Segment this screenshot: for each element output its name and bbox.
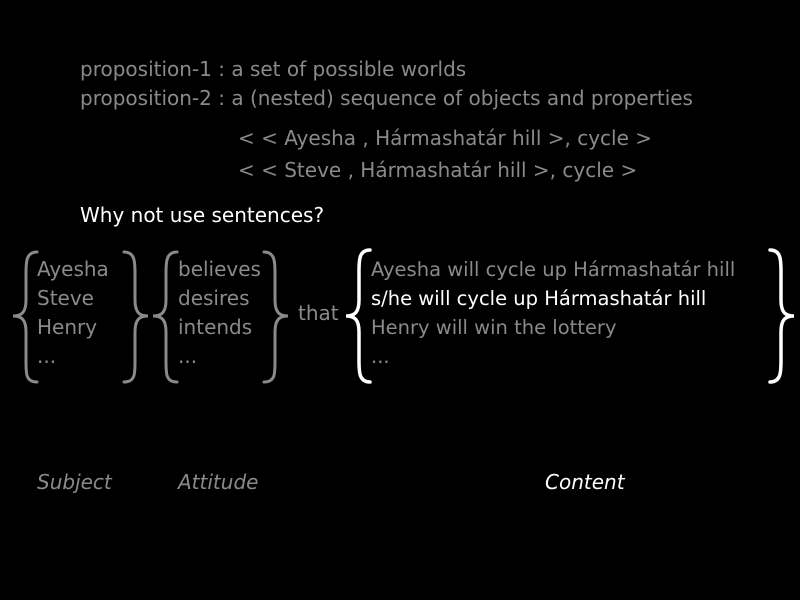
sequence-ayesha: < < Ayesha , Hármashatár hill >, cycle > bbox=[238, 126, 653, 150]
subject-item: ... bbox=[37, 344, 57, 368]
attitude-label: Attitude bbox=[178, 470, 259, 494]
proposition-2-definition: proposition-2 : a (nested) sequence of o… bbox=[80, 86, 693, 110]
attitude-item: intends bbox=[178, 315, 253, 339]
content-item: Ayesha will cycle up Hármashatár hill bbox=[371, 258, 736, 281]
content-left-brace bbox=[345, 248, 372, 384]
subject-left-brace bbox=[12, 250, 39, 384]
content-list: Ayesha will cycle up Hármashatár hill s/… bbox=[371, 255, 735, 371]
attitude-right-brace bbox=[262, 250, 289, 384]
subject-item: Steve bbox=[37, 286, 94, 310]
content-right-brace bbox=[768, 248, 795, 384]
connector-that: that bbox=[298, 301, 339, 325]
content-label: Content bbox=[545, 470, 625, 494]
question-heading: Why not use sentences? bbox=[80, 203, 325, 227]
attitude-list: believes desires intends ... bbox=[178, 255, 261, 371]
subject-item: Henry bbox=[37, 315, 98, 339]
subject-list: Ayesha Steve Henry ... bbox=[37, 255, 109, 371]
proposition-1-definition: proposition-1 : a set of possible worlds bbox=[80, 57, 467, 81]
sequence-steve: < < Steve , Hármashatár hill >, cycle > bbox=[238, 158, 638, 182]
subject-item: Ayesha bbox=[37, 257, 109, 281]
attitude-item: desires bbox=[178, 286, 250, 310]
subject-label: Subject bbox=[37, 470, 112, 494]
content-item: Henry will win the lottery bbox=[371, 316, 617, 339]
subject-right-brace bbox=[122, 250, 149, 384]
attitude-item: ... bbox=[178, 344, 198, 368]
content-item: ... bbox=[371, 345, 390, 368]
content-item-highlighted: s/he will cycle up Hármashatár hill bbox=[371, 287, 707, 310]
attitude-left-brace bbox=[152, 250, 179, 384]
attitude-item: believes bbox=[178, 257, 261, 281]
